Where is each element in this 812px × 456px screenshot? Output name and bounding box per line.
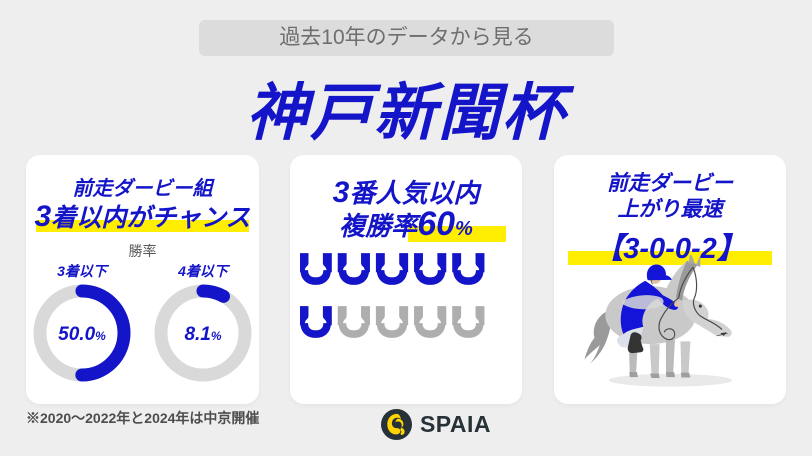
svg-text:8.1%: 8.1% [184,324,221,345]
svg-text:50.0%: 50.0% [58,324,106,345]
